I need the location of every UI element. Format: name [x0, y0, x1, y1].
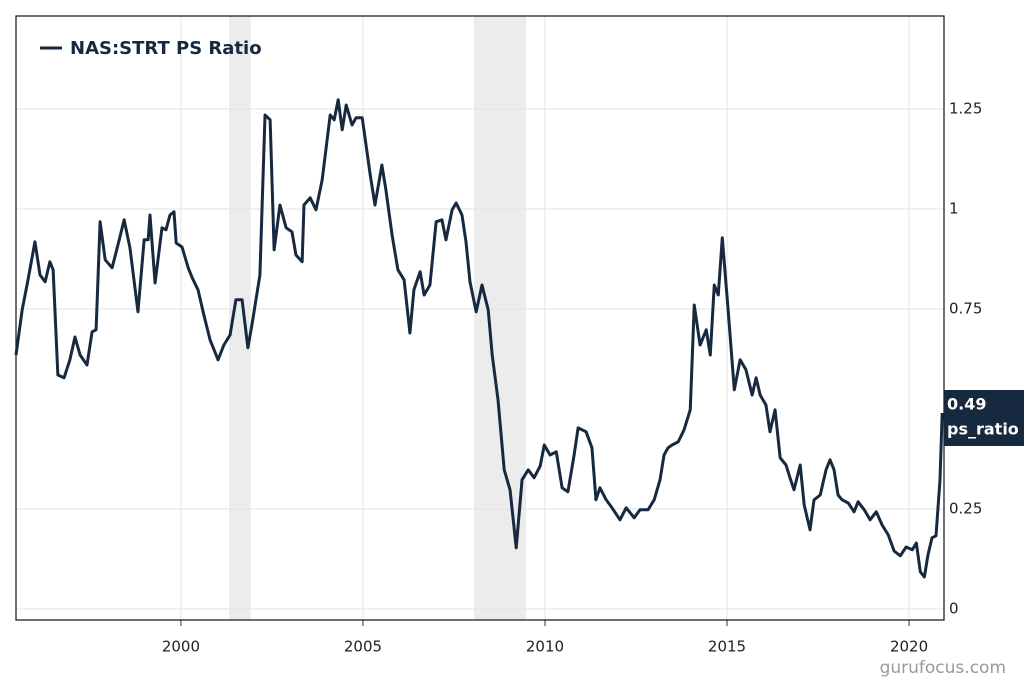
annotation-value: 0.49	[947, 395, 986, 414]
x-tick-label: 2020	[890, 638, 928, 656]
y-tick-label: 1.25	[949, 100, 982, 118]
x-tick-label: 2005	[344, 638, 382, 656]
plot-frame	[15, 15, 945, 621]
annotation-label: ps_ratio	[947, 420, 1019, 439]
watermark: gurufocus.com	[880, 658, 1006, 678]
annotation-box	[944, 390, 1024, 446]
y-tick-label: 0.25	[949, 500, 982, 518]
y-tick-label: 0	[949, 600, 959, 618]
x-tick-label: 2000	[162, 638, 200, 656]
recession-band	[228, 16, 251, 620]
legend-label: NAS:STRT PS Ratio	[70, 38, 262, 59]
x-tick-label: 2015	[708, 638, 746, 656]
y-tick-label: 1	[949, 200, 959, 218]
line-series	[14, 98, 944, 579]
y-tick-label: 0.75	[949, 300, 982, 318]
x-tick-label: 2010	[526, 638, 564, 656]
